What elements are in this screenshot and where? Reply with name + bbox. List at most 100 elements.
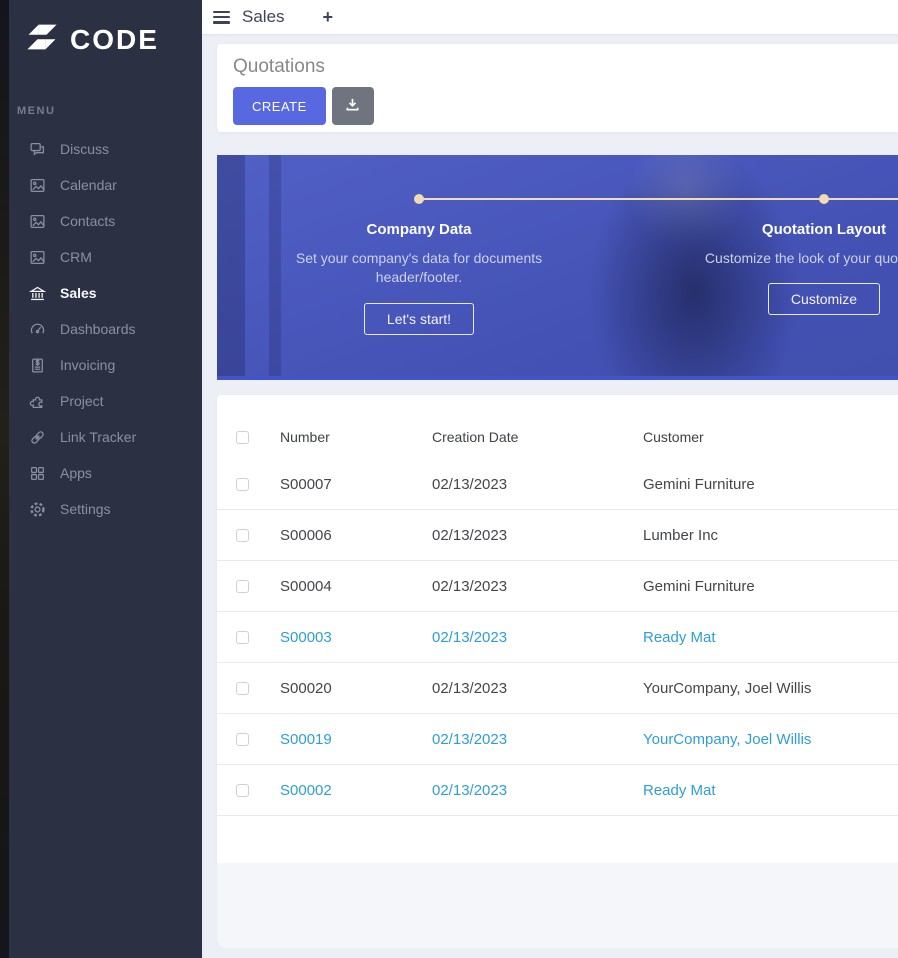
bank-icon [28,284,46,302]
sidebar-item-label: Calendar [60,177,117,193]
cell-customer: YourCompany, Joel Willis [643,679,812,697]
quotations-header-card: Quotations CREATE [217,44,898,132]
export-download-button[interactable] [331,87,374,125]
step-description: Set your company's data for documents he… [295,250,543,286]
hamburger-menu-icon[interactable] [213,10,230,24]
table-row[interactable]: S00004 02/13/2023 Gemini Furniture [217,561,898,612]
svg-text:$: $ [35,360,39,367]
step-description: Customize the look of your quotations. [704,250,898,266]
cell-customer: Ready Mat [643,628,716,646]
sidebar-item-discuss[interactable]: Discuss [0,131,202,167]
cell-creation-date: 02/13/2023 [432,475,508,493]
sidebar-item-label: Project [60,393,104,409]
sidebar-item-label: Apps [60,465,92,481]
image-placeholder-icon [28,176,46,194]
sidebar-item-label: Invoicing [60,357,116,373]
image-placeholder-icon [28,212,46,230]
quotations-table-card: Number Creation Date Customer S00007 02/13/… [217,395,898,863]
cell-creation-date: 02/13/2023 [432,679,508,697]
content-column: Quotations CREATE Company Data Set your c… [202,44,898,948]
cell-customer: Ready Mat [643,781,716,799]
step-title: Company Data [366,221,472,238]
cell-number: S00020 [280,679,332,697]
sidebar-item-calendar[interactable]: Calendar [0,167,202,203]
invoice-icon: $ [28,356,46,374]
onboarding-timeline-line [419,198,898,200]
sidebar: CODE MENU Discuss Calendar Contacts CRM Sale… [0,0,202,958]
page-title: Quotations [233,56,325,77]
create-button[interactable]: CREATE [233,87,326,125]
row-checkbox[interactable] [236,528,249,542]
cell-number: S00019 [280,730,332,748]
sidebar-item-contacts[interactable]: Contacts [0,203,202,239]
topbar-title: Sales [242,7,285,26]
main-area: Sales + Quotations CREATE Comp [202,0,898,958]
cell-creation-date: 02/13/2023 [432,730,508,748]
row-checkbox[interactable] [236,732,249,746]
cell-number: S00004 [280,577,332,595]
gauge-icon [28,320,46,338]
table-row[interactable]: S00003 02/13/2023 Ready Mat [217,612,898,663]
sidebar-item-apps[interactable]: Apps [0,455,202,491]
step-action-button[interactable]: Customize [767,283,881,316]
menu-section-label: MENU [17,105,56,117]
step-action-button[interactable]: Let's start! [363,302,475,335]
row-checkbox[interactable] [236,477,249,491]
sidebar-item-label: Discuss [60,141,110,157]
cell-customer: YourCompany, Joel Willis [643,730,812,748]
column-header-creation-date[interactable]: Creation Date [432,429,519,445]
table-row[interactable]: S00002 02/13/2023 Ready Mat [217,765,898,816]
table-body: S00007 02/13/2023 Gemini Furniture S00006 02… [217,459,898,816]
cell-creation-date: 02/13/2023 [432,628,508,646]
onboarding-banner: Company Data Set your company's data for … [217,155,898,380]
cell-number: S00006 [280,526,332,544]
column-header-customer[interactable]: Customer [643,429,704,445]
row-checkbox[interactable] [236,579,249,593]
select-all-checkbox[interactable] [236,430,249,444]
apps-grid-icon [28,464,46,482]
add-tab-button[interactable]: + [322,7,334,27]
sidebar-item-label: Dashboards [60,321,136,337]
table-row[interactable]: S00020 02/13/2023 YourCompany, Joel Willis [217,663,898,714]
link-icon [28,428,46,446]
sidebar-item-label: Contacts [60,213,116,229]
cell-customer: Lumber Inc [643,526,719,544]
sidebar-item-settings[interactable]: Settings [0,491,202,527]
sidebar-item-project[interactable]: Project [0,383,202,419]
sidebar-item-link-tracker[interactable]: Link Tracker [0,419,202,455]
sidebar-item-label: Settings [60,501,111,517]
sidebar-item-sales[interactable]: Sales [0,275,202,311]
sidebar-item-label: Sales [60,285,97,301]
table-row[interactable]: S00019 02/13/2023 YourCompany, Joel Willis [217,714,898,765]
row-checkbox[interactable] [236,630,249,644]
table-header-row: Number Creation Date Customer [217,395,898,459]
sidebar-item-dashboards[interactable]: Dashboards [0,311,202,347]
gear-icon [28,500,46,518]
onboarding-step-dot [819,194,829,204]
logo-icon [24,20,60,59]
sidebar-item-label: CRM [60,249,92,265]
sidebar-item-crm[interactable]: CRM [0,239,202,275]
image-placeholder-icon [28,248,46,266]
logo-text: CODE [70,23,159,55]
sidebar-menu: Discuss Calendar Contacts CRM Sales Dashboard… [0,131,202,527]
sidebar-item-invoicing[interactable]: $ Invoicing [0,347,202,383]
step-title: Quotation Layout [761,221,887,238]
onboarding-step-dot [414,194,424,204]
cell-creation-date: 02/13/2023 [432,526,508,544]
cell-number: S00003 [280,628,332,646]
cell-number: S00002 [280,781,332,799]
table-row[interactable]: S00006 02/13/2023 Lumber Inc [217,510,898,561]
action-button-row: CREATE [233,87,882,125]
topbar: Sales + [202,0,898,34]
column-header-number[interactable]: Number [280,429,330,445]
row-checkbox[interactable] [236,681,249,695]
cell-number: S00007 [280,475,332,493]
onboarding-step-company-data: Company Data Set your company's data for … [289,221,549,335]
app-logo: CODE [0,0,202,59]
sidebar-item-label: Link Tracker [60,429,137,445]
download-icon [345,97,360,115]
row-checkbox[interactable] [236,783,249,797]
puzzle-icon [28,392,46,410]
table-row[interactable]: S00007 02/13/2023 Gemini Furniture [217,459,898,510]
